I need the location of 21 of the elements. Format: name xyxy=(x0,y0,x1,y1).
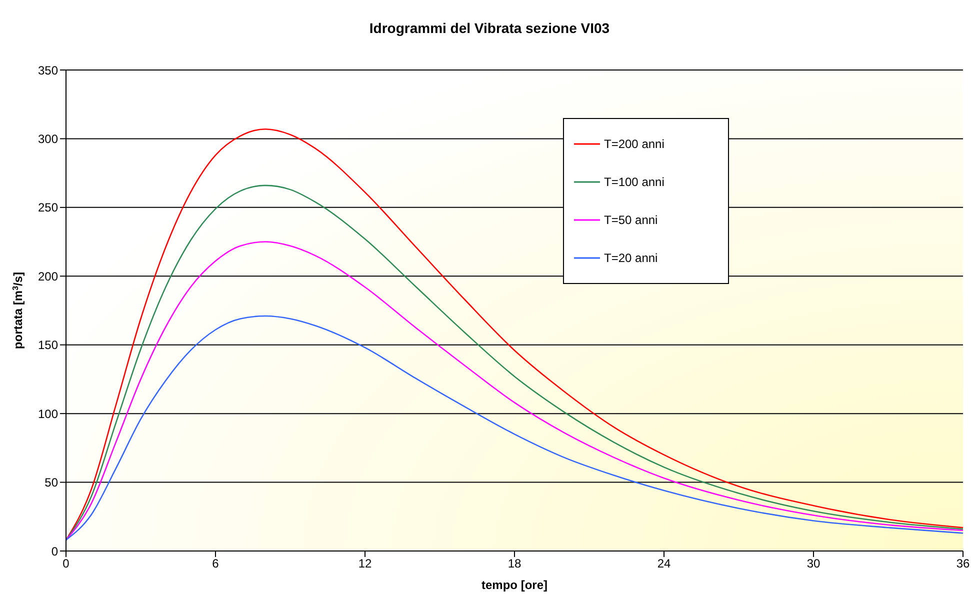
y-tick-label: 0 xyxy=(51,544,58,558)
x-tick-label: 12 xyxy=(358,556,372,571)
y-tick-label: 250 xyxy=(38,200,58,215)
x-tick-label: 18 xyxy=(508,556,522,571)
chart-title: Idrogrammi del Vibrata sezione VI03 xyxy=(368,20,611,36)
x-tick-label: 30 xyxy=(806,556,820,571)
y-tick-label: 100 xyxy=(38,406,58,421)
y-tick-label: 350 xyxy=(38,63,58,78)
legend-label: T=100 anni xyxy=(604,175,664,189)
y-tick-label: 200 xyxy=(38,269,58,284)
x-tick-label: 6 xyxy=(212,556,220,571)
x-tick-label: 0 xyxy=(62,556,70,571)
x-tick-label: 24 xyxy=(657,556,671,571)
legend-label: T=50 anni xyxy=(604,213,658,227)
legend-label: T=20 anni xyxy=(604,251,658,265)
x-axis-title: tempo [ore] xyxy=(482,578,548,592)
y-tick-label: 300 xyxy=(38,132,58,146)
y-tick-label: 150 xyxy=(38,338,58,352)
x-tick-label: 36 xyxy=(956,556,970,571)
legend-label: T=200 anni xyxy=(604,137,664,151)
y-tick-label: 50 xyxy=(44,476,58,490)
